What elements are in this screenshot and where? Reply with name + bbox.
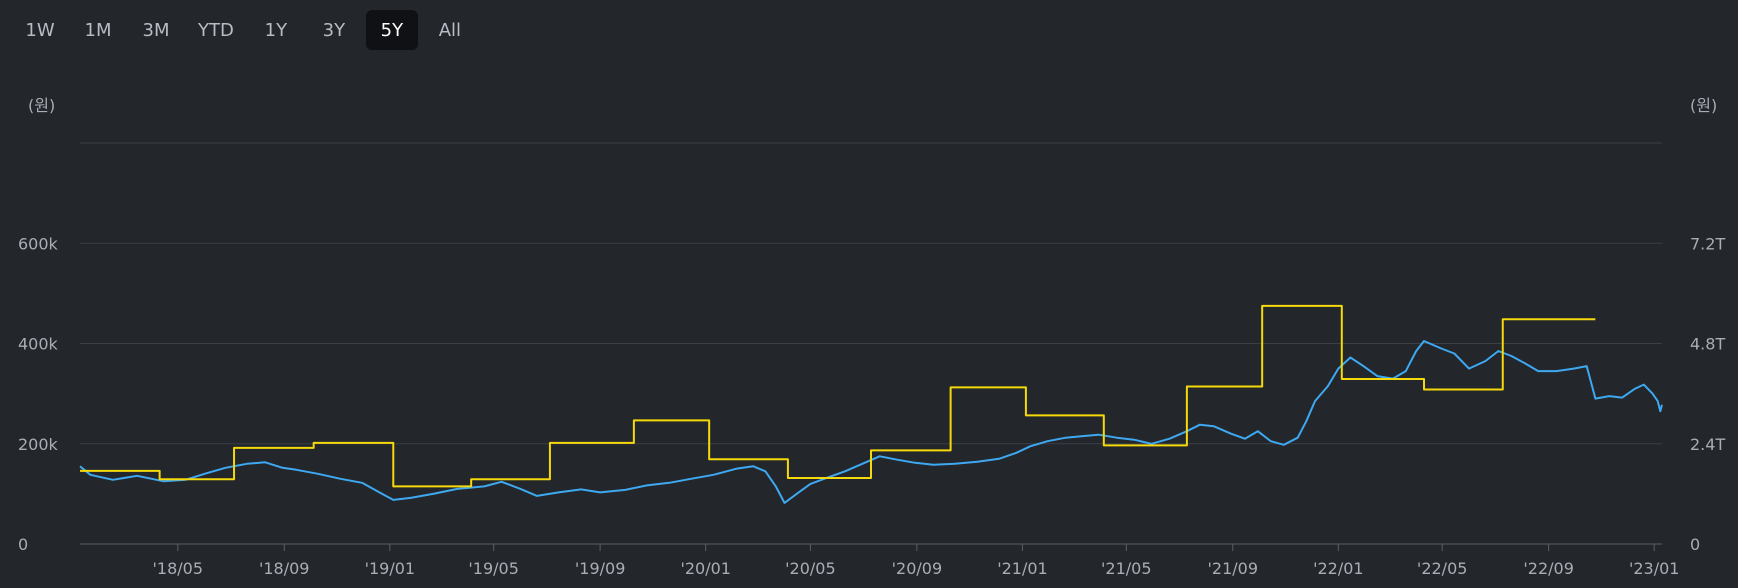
left-axis-unit: (원)	[28, 96, 55, 115]
x-axis-ticks: '18/05 '18/09 '19/01 '19/05 '19/09 '20/01 '20/…	[153, 544, 1680, 578]
left-axis-ticks: 0 200k 400k 600k	[18, 234, 59, 554]
x-tick-label: '18/09	[259, 559, 310, 578]
x-tick-label: '19/09	[575, 559, 626, 578]
x-tick-label: '21/05	[1101, 559, 1152, 578]
left-tick-label: 600k	[18, 234, 59, 253]
tab-all[interactable]: All	[438, 19, 462, 41]
x-tick-label: '21/09	[1207, 559, 1258, 578]
tab-ytd[interactable]: YTD	[198, 19, 234, 41]
series-layer	[79, 304, 1663, 504]
right-axis-unit: (원)	[1690, 96, 1717, 115]
right-tick-label: 2.4T	[1690, 435, 1725, 454]
tab-3m[interactable]: 3M	[142, 19, 170, 41]
x-tick-label: '22/05	[1417, 559, 1468, 578]
x-tick-label: '21/01	[997, 559, 1048, 578]
x-tick-label: '20/01	[680, 559, 731, 578]
tab-1w[interactable]: 1W	[25, 19, 55, 41]
left-tick-label: 400k	[18, 335, 59, 354]
price-series-line	[79, 340, 1663, 504]
x-tick-label: '19/01	[365, 559, 416, 578]
tab-5y[interactable]: 5Y	[365, 10, 418, 50]
tab-1m[interactable]: 1M	[84, 19, 112, 41]
x-tick-label: '19/05	[468, 559, 519, 578]
x-tick-label: '22/09	[1523, 559, 1574, 578]
right-tick-label: 7.2T	[1690, 234, 1725, 253]
step-series-line	[80, 304, 1596, 488]
right-tick-label: 0	[1690, 535, 1700, 554]
time-range-tabs: 1W 1M 3M YTD 1Y 3Y 5Y All	[14, 10, 476, 50]
tab-1y[interactable]: 1Y	[264, 19, 288, 41]
left-tick-label: 200k	[18, 435, 59, 454]
left-tick-label: 0	[18, 535, 28, 554]
grid-lines	[80, 142, 1662, 545]
x-tick-label: '22/01	[1313, 559, 1364, 578]
x-tick-label: '23/01	[1629, 559, 1680, 578]
right-tick-label: 4.8T	[1690, 335, 1725, 354]
x-tick-label: '18/05	[153, 559, 204, 578]
right-axis-ticks: 0 2.4T 4.8T 7.2T	[1690, 234, 1725, 554]
x-tick-label: '20/05	[785, 559, 836, 578]
x-tick-label: '20/09	[892, 559, 943, 578]
tab-3y[interactable]: 3Y	[322, 19, 346, 41]
